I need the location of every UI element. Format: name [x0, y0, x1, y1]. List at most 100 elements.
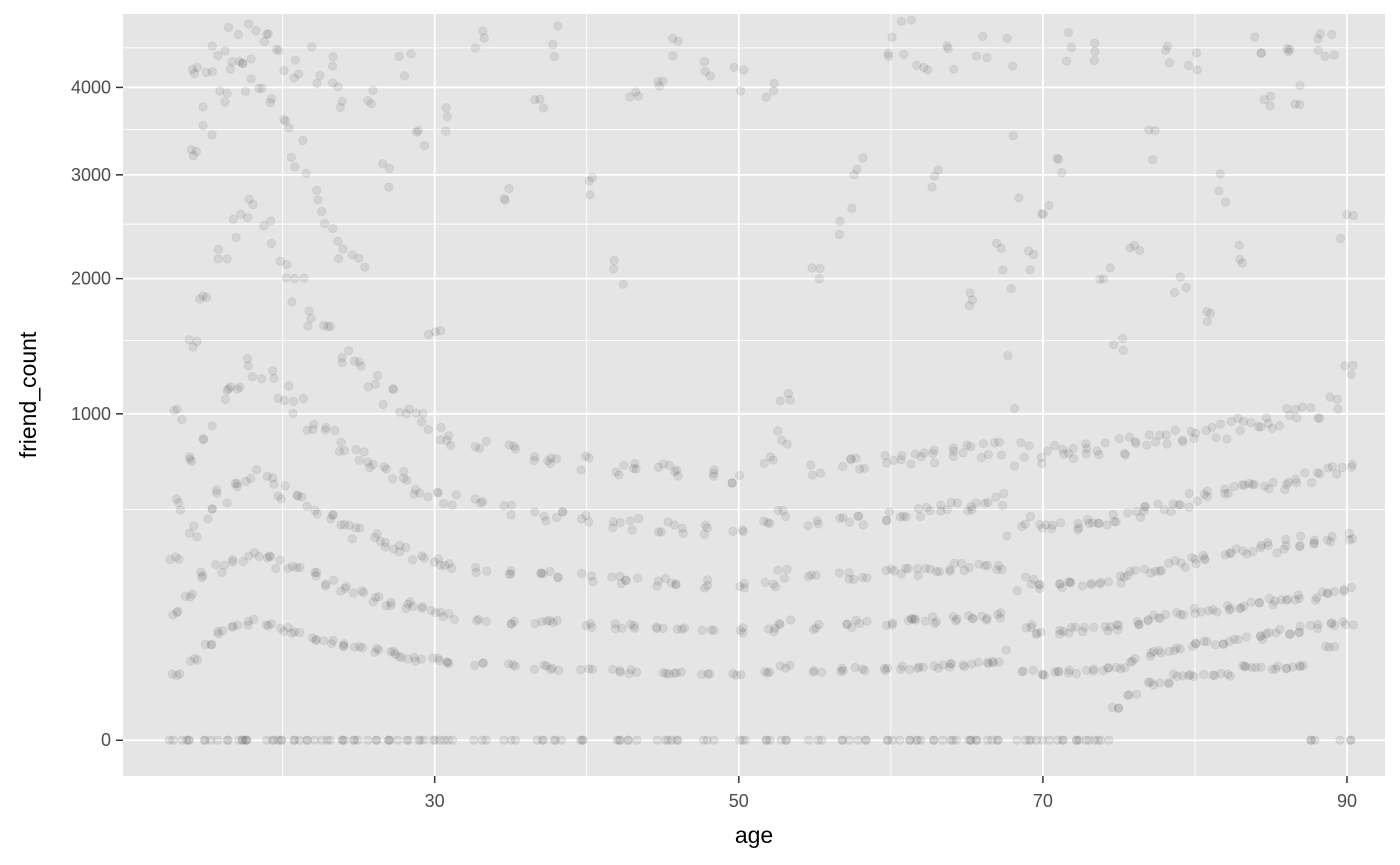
scatter-point [1127, 656, 1137, 666]
scatter-point [206, 640, 216, 650]
scatter-point [654, 527, 664, 537]
scatter-point [1270, 596, 1280, 606]
scatter-point [898, 511, 908, 521]
scatter-point [1092, 446, 1102, 456]
scatter-point [246, 54, 256, 64]
scatter-point [1177, 435, 1188, 445]
scatter-point [1063, 27, 1074, 38]
scatter-point [312, 78, 322, 89]
scatter-point [672, 465, 682, 475]
scatter-point [259, 220, 269, 231]
scatter-point [1081, 665, 1092, 676]
scatter-point [365, 462, 375, 473]
scatter-point [1130, 436, 1141, 447]
scatter-point [242, 735, 252, 745]
scatter-point [189, 68, 200, 79]
scatter-point [353, 735, 363, 745]
scatter-point [333, 82, 343, 92]
scatter-point [1348, 360, 1358, 371]
scatter-point [576, 514, 587, 524]
scatter-point [185, 656, 196, 666]
scatter-point [608, 264, 619, 274]
scatter-point [1317, 587, 1328, 597]
scatter-point [469, 735, 479, 745]
scatter-point [1211, 433, 1221, 443]
scatter-point [903, 563, 913, 574]
scatter-point [1256, 631, 1266, 641]
scatter-point [611, 467, 621, 477]
scatter-point [813, 519, 823, 529]
scatter-point [658, 668, 668, 678]
scatter-point [912, 663, 923, 673]
scatter-point [703, 669, 713, 679]
scatter-point [1166, 506, 1176, 517]
scatter-point [506, 569, 516, 579]
scatter-point [442, 111, 452, 122]
scatter-point [444, 609, 454, 619]
scatter-point [1256, 422, 1266, 432]
scatter-point [887, 32, 897, 42]
scatter-point [360, 262, 370, 272]
scatter-point [185, 592, 196, 602]
scatter-point [1255, 631, 1266, 642]
scatter-point [1034, 580, 1045, 590]
scatter-point [920, 616, 931, 626]
scatter-point [1348, 210, 1359, 221]
scatter-point [1310, 735, 1320, 745]
scatter-point [1226, 416, 1236, 427]
scatter-point [1003, 351, 1013, 361]
scatter-point [1086, 578, 1097, 588]
scatter-point [1088, 666, 1099, 676]
scatter-point [673, 735, 683, 745]
scatter-point [1200, 555, 1210, 565]
scatter-point [1295, 662, 1306, 672]
scatter-point [846, 454, 856, 465]
scatter-point [1052, 735, 1063, 745]
scatter-point [436, 422, 446, 433]
scatter-point [1135, 245, 1145, 256]
scatter-point [373, 645, 384, 655]
scatter-point [855, 464, 865, 474]
scatter-point [327, 61, 338, 71]
scatter-point [1164, 58, 1175, 68]
scatter-point [1216, 668, 1226, 679]
scatter-point [1237, 258, 1248, 268]
scatter-point [1037, 458, 1047, 469]
scatter-point [1229, 481, 1239, 492]
scatter-point [964, 562, 974, 573]
scatter-point [1140, 501, 1151, 512]
scatter-point [760, 667, 770, 677]
scatter-point [844, 735, 854, 745]
scatter-point [246, 74, 256, 84]
scatter-point [535, 94, 545, 105]
scatter-point [1054, 579, 1065, 589]
scatter-point [739, 65, 749, 75]
scatter-point [977, 611, 987, 621]
scatter-point [1038, 670, 1048, 680]
scatter-point [257, 83, 267, 94]
scatter-point [192, 655, 203, 665]
scatter-point [446, 440, 456, 451]
scatter-point [1020, 519, 1030, 529]
scatter-point [806, 570, 817, 580]
scatter-point [228, 214, 239, 224]
scatter-point [1295, 80, 1305, 91]
scatter-point [1314, 413, 1325, 423]
scatter-point [349, 642, 360, 652]
scatter-point [587, 622, 597, 633]
scatter-point [679, 623, 690, 633]
scatter-point [1039, 670, 1050, 680]
scatter-point [538, 735, 549, 745]
scatter-point [470, 660, 480, 671]
scatter-point [942, 505, 952, 515]
scatter-point [389, 544, 399, 554]
scatter-point [911, 735, 921, 745]
scatter-point [617, 623, 627, 633]
scatter-point [299, 273, 309, 283]
scatter-point [765, 452, 776, 462]
scatter-point [631, 87, 641, 97]
scatter-point [207, 41, 218, 51]
scatter-point [895, 735, 905, 745]
scatter-point [737, 525, 747, 535]
scatter-point [327, 78, 338, 88]
